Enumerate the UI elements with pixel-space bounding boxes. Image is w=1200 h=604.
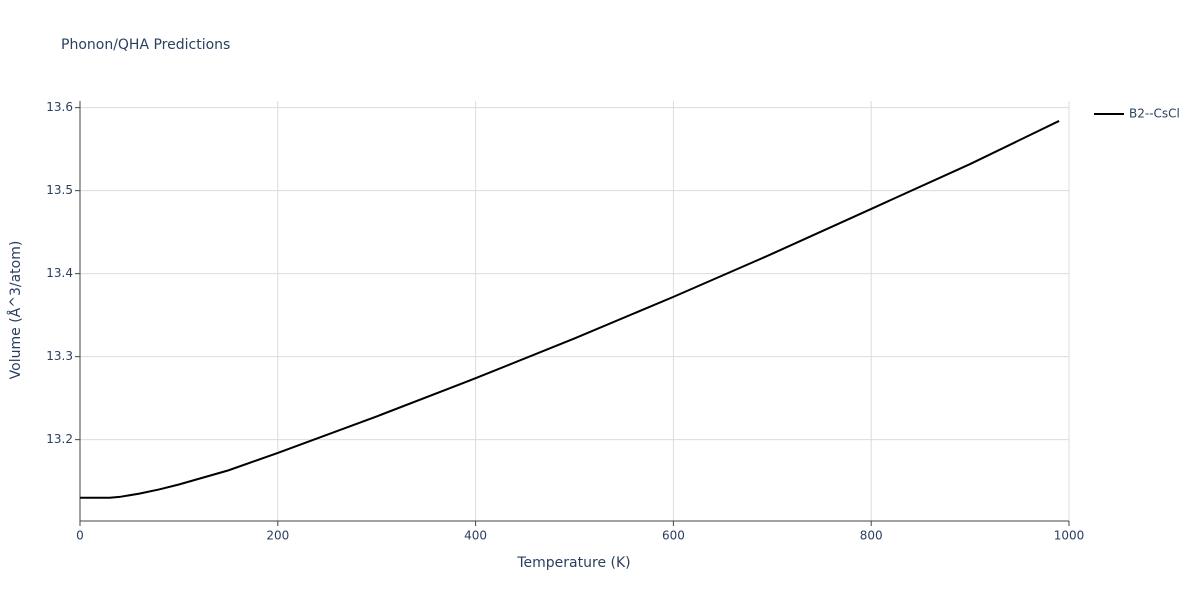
x-axis-label: Temperature (K) (516, 555, 630, 571)
x-tick-label: 600 (662, 529, 685, 543)
x-tick-label: 0 (76, 529, 84, 543)
x-tick-label: 800 (860, 529, 883, 543)
y-tick-label: 13.2 (46, 432, 73, 446)
y-tick-label: 13.5 (46, 183, 73, 197)
y-tick-label: 13.6 (46, 100, 73, 114)
x-tick-label: 200 (266, 529, 289, 543)
legend-label: B2--CsCl (1129, 107, 1180, 121)
chart-title: Phonon/QHA Predictions (61, 37, 230, 53)
x-tick-label: 400 (464, 529, 487, 543)
y-tick-label: 13.4 (46, 266, 73, 280)
data-line (80, 120, 1060, 499)
y-axis-label: Volume (Å^3/atom) (7, 241, 24, 380)
y-tick-label: 13.3 (46, 349, 73, 363)
x-tick-label: 1000 (1054, 529, 1085, 543)
